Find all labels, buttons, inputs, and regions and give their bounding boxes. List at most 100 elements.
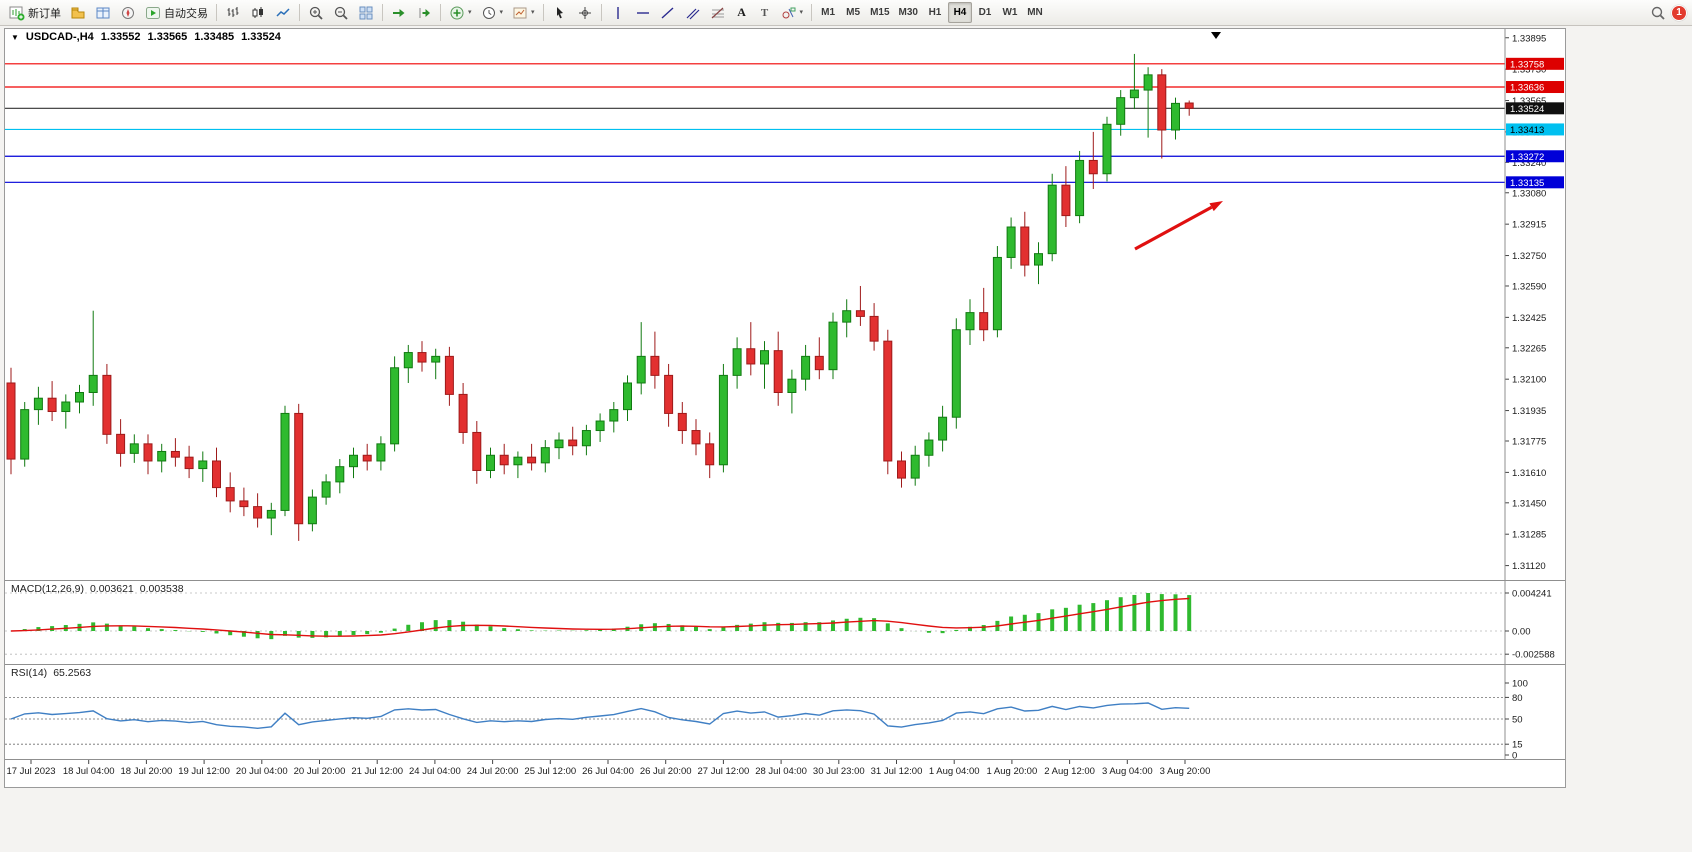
timeframe-m1-button[interactable]: M1 xyxy=(816,2,840,23)
cursor-icon xyxy=(556,6,563,18)
svg-text:17 Jul 2023: 17 Jul 2023 xyxy=(6,766,55,777)
svg-text:20 Jul 04:00: 20 Jul 04:00 xyxy=(236,766,288,777)
text-tool-button[interactable]: A xyxy=(731,2,753,23)
vertical-line-icon xyxy=(616,6,619,19)
svg-text:1 Aug 20:00: 1 Aug 20:00 xyxy=(987,766,1038,777)
timeframe-h1-button[interactable]: H1 xyxy=(923,2,947,23)
price-badges: 1.33758 1.33636 1.33413 1.33272 1.33135 1.335… xyxy=(1506,57,1564,189)
candlesticks xyxy=(6,53,1194,541)
vertical-line-tool-button[interactable] xyxy=(606,2,630,23)
macd-label: MACD(12,26,9) 0.003621 0.003538 xyxy=(11,583,184,595)
zoom-out-icon xyxy=(334,6,348,20)
chart-shift-button[interactable] xyxy=(412,2,436,23)
timeframe-d1-button[interactable]: D1 xyxy=(973,2,997,23)
rsi-name: RSI(14) xyxy=(11,667,48,679)
svg-text:28 Jul 04:00: 28 Jul 04:00 xyxy=(755,766,807,777)
svg-text:1.33272: 1.33272 xyxy=(1510,152,1544,163)
tile-windows-button[interactable] xyxy=(354,2,378,23)
periods-button[interactable]: ▾ xyxy=(477,2,508,23)
templates-icon xyxy=(513,7,527,18)
autotrading-icon xyxy=(146,6,160,19)
svg-text:1.32265: 1.32265 xyxy=(1512,343,1546,354)
label-tool-icon: T xyxy=(760,6,769,19)
svg-text:1.31450: 1.31450 xyxy=(1512,498,1546,509)
svg-text:1.33524: 1.33524 xyxy=(1510,104,1544,115)
svg-text:1.33758: 1.33758 xyxy=(1510,59,1544,70)
tile-windows-icon xyxy=(359,6,373,19)
macd-name: MACD(12,26,9) xyxy=(11,583,84,595)
indicators-button[interactable]: ▾ xyxy=(445,2,476,23)
svg-text:24 Jul 20:00: 24 Jul 20:00 xyxy=(467,766,519,777)
navigator-button[interactable] xyxy=(116,2,140,23)
toolbar-separator xyxy=(216,4,217,21)
autotrading-button[interactable]: 自动交易 xyxy=(141,2,212,23)
macd-signal-line xyxy=(10,597,1190,637)
one-click-trading-toggle[interactable]: ▼ xyxy=(11,32,19,42)
svg-text:1.33080: 1.33080 xyxy=(1512,188,1546,199)
chart-canvas[interactable]: 1.338951.337301.335651.334001.332401.330… xyxy=(5,29,1565,787)
dropdown-caret-icon: ▾ xyxy=(468,9,472,16)
line-chart-button[interactable] xyxy=(271,2,295,23)
chart-window: 1.338951.337301.335651.334001.332401.330… xyxy=(4,28,1566,788)
trend-arrow-object[interactable] xyxy=(1134,205,1213,251)
zoom-in-button[interactable] xyxy=(304,2,328,23)
svg-text:2 Aug 12:00: 2 Aug 12:00 xyxy=(1044,766,1095,777)
time-scale[interactable]: 17 Jul 2023 18 Jul 04:00 18 Jul 20:00 19 Ju… xyxy=(6,760,1210,777)
svg-text:1.33135: 1.33135 xyxy=(1510,178,1544,189)
timeframe-m30-button[interactable]: M30 xyxy=(895,2,922,23)
dropdown-caret-icon: ▾ xyxy=(799,9,804,16)
cursor-button[interactable] xyxy=(548,2,572,23)
svg-text:1.32100: 1.32100 xyxy=(1512,375,1546,386)
timeframe-h4-button[interactable]: H4 xyxy=(947,2,972,23)
bars-chart-icon xyxy=(227,6,239,17)
horizontal-line-tool-button[interactable] xyxy=(631,2,655,23)
bars-chart-button[interactable] xyxy=(221,2,245,23)
svg-text:1.32590: 1.32590 xyxy=(1512,281,1546,292)
templates-button[interactable]: ▾ xyxy=(508,2,539,23)
market-watch-icon xyxy=(96,7,110,18)
profiles-button[interactable] xyxy=(66,2,90,23)
svg-text:1.33636: 1.33636 xyxy=(1510,83,1544,94)
market-watch-button[interactable] xyxy=(91,2,115,23)
timeframe-w1-button[interactable]: W1 xyxy=(998,2,1022,23)
crosshair-icon xyxy=(578,6,591,19)
dropdown-caret-icon: ▾ xyxy=(499,9,504,16)
timeframe-mn-button[interactable]: MN xyxy=(1023,2,1047,23)
macd-value: 0.003621 xyxy=(89,583,134,595)
svg-text:20 Jul 20:00: 20 Jul 20:00 xyxy=(294,766,346,777)
profiles-icon xyxy=(71,7,85,18)
chart-title: ▼ USDCAD-,H4 1.33552 1.33565 1.33485 1.3… xyxy=(11,31,281,43)
trendline-tool-button[interactable] xyxy=(656,2,680,23)
fibonacci-tool-button[interactable] xyxy=(706,2,730,23)
main-toolbar: 新订单 自动交易 xyxy=(0,0,1692,26)
svg-text:1.32915: 1.32915 xyxy=(1512,220,1546,231)
toolbar-separator xyxy=(440,4,441,21)
trend-arrow-head xyxy=(1209,201,1223,212)
channel-tool-button[interactable] xyxy=(681,2,705,23)
crosshair-button[interactable] xyxy=(573,2,597,23)
chart-shift-icon xyxy=(419,7,430,18)
timeframe-m15-button[interactable]: M15 xyxy=(866,2,893,23)
label-tool-button[interactable]: T xyxy=(754,2,776,23)
candles-chart-button[interactable] xyxy=(246,2,270,23)
toolbar-separator xyxy=(299,4,300,21)
zoom-in-icon xyxy=(309,6,323,20)
shapes-button[interactable]: ▾ xyxy=(777,2,808,23)
svg-text:26 Jul 04:00: 26 Jul 04:00 xyxy=(582,766,634,777)
toolbar-separator xyxy=(811,4,813,21)
new-order-button[interactable]: 新订单 xyxy=(5,2,65,23)
macd-histogram xyxy=(22,593,1192,640)
svg-text:-0.002588: -0.002588 xyxy=(1512,650,1555,661)
chart-shift-marker[interactable] xyxy=(1211,32,1221,39)
timeframe-m5-button[interactable]: M5 xyxy=(841,2,865,23)
autoscroll-icon xyxy=(393,8,405,17)
svg-text:0.004241: 0.004241 xyxy=(1512,589,1552,600)
search-button[interactable] xyxy=(1646,2,1670,23)
svg-text:3 Aug 04:00: 3 Aug 04:00 xyxy=(1102,766,1153,777)
svg-text:50: 50 xyxy=(1512,715,1523,726)
zoom-out-button[interactable] xyxy=(329,2,353,23)
svg-text:18 Jul 20:00: 18 Jul 20:00 xyxy=(121,766,173,777)
autoscroll-button[interactable] xyxy=(387,2,411,23)
notification-badge[interactable]: 1 xyxy=(1671,4,1687,21)
